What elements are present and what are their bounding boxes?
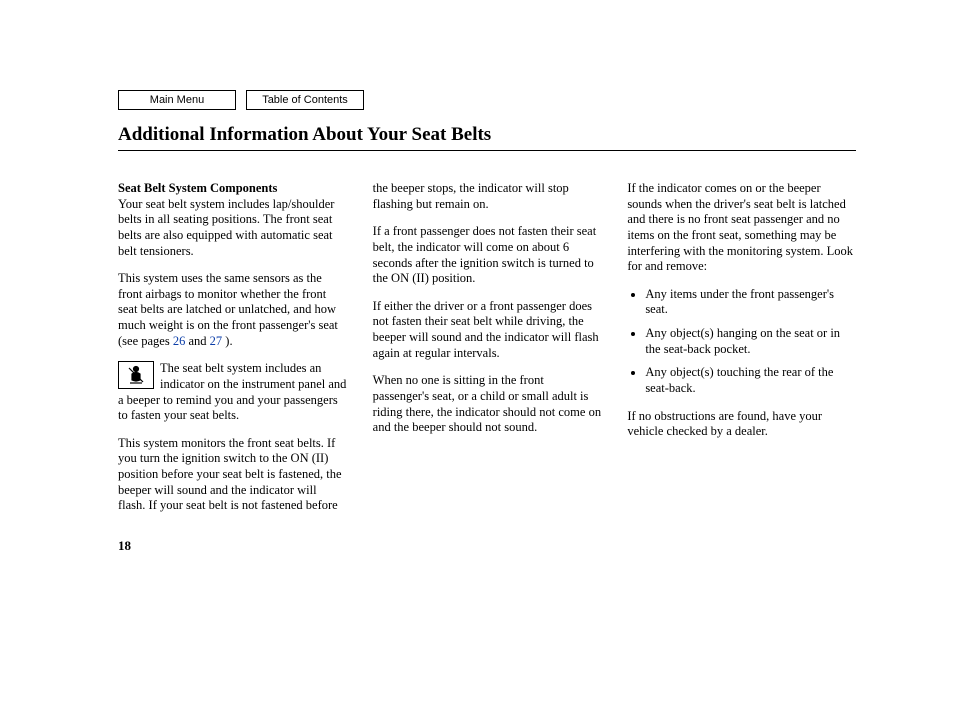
para-beeper-stops: the beeper stops, the indicator will sto…	[373, 181, 602, 212]
para-components: Seat Belt System Components Your seat be…	[118, 181, 347, 259]
para-dealer: If no obstructions are found, have your …	[627, 409, 856, 440]
troubleshoot-list: Any items under the front passenger's se…	[627, 287, 856, 397]
nav-bar: Main Menu Table of Contents	[118, 90, 856, 110]
text-sensors-b: and	[185, 334, 209, 348]
para-front-passenger: If a front passenger does not fasten the…	[373, 224, 602, 287]
list-item-touching: Any object(s) touching the rear of the s…	[645, 365, 856, 396]
para-troubleshoot: If the indicator comes on or the beeper …	[627, 181, 856, 275]
subheading-components: Seat Belt System Components	[118, 181, 277, 195]
para-indicator-icon: The seat belt system includes an indicat…	[118, 361, 347, 424]
para-driving: If either the driver or a front passenge…	[373, 299, 602, 362]
page-ref-27[interactable]: 27	[210, 334, 223, 348]
body-columns: Seat Belt System Components Your seat be…	[118, 181, 856, 541]
manual-page: Main Menu Table of Contents Additional I…	[0, 0, 954, 710]
para-sensors: This system uses the same sensors as the…	[118, 271, 347, 349]
page-title: Additional Information About Your Seat B…	[118, 124, 856, 146]
para-no-one: When no one is sitting in the front pass…	[373, 373, 602, 436]
list-item-hanging: Any object(s) hanging on the seat or in …	[645, 326, 856, 357]
text-components-body: Your seat belt system includes lap/shoul…	[118, 197, 334, 258]
page-ref-26[interactable]: 26	[173, 334, 186, 348]
title-rule	[118, 150, 856, 151]
page-number: 18	[118, 538, 131, 554]
list-item-under-seat: Any items under the front passenger's se…	[645, 287, 856, 318]
para-monitor: This system monitors the front seat belt…	[118, 436, 347, 514]
toc-button[interactable]: Table of Contents	[246, 90, 364, 110]
text-sensors-c: ).	[222, 334, 232, 348]
seatbelt-icon	[118, 361, 154, 389]
main-menu-button[interactable]: Main Menu	[118, 90, 236, 110]
